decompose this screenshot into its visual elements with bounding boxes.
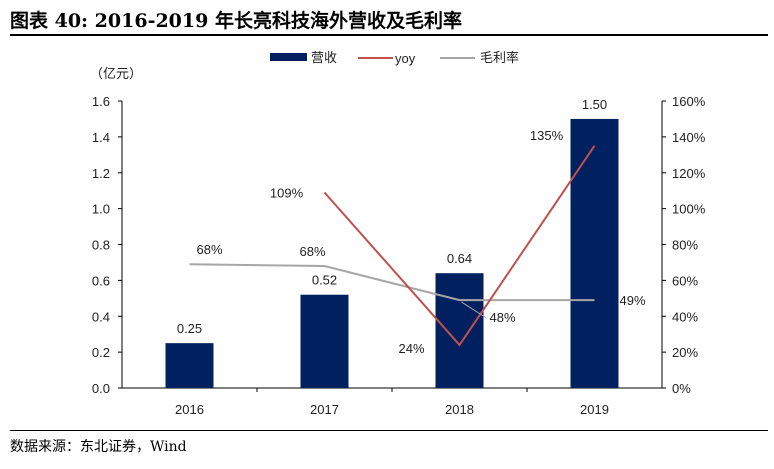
line-yoy (323, 145, 596, 347)
right-tick-label: 160% (672, 94, 706, 109)
source-rule (10, 430, 768, 431)
x-tick-label: 2019 (580, 402, 609, 417)
legend-label-revenue: 营收 (311, 50, 337, 65)
yoy-label: 135% (530, 128, 564, 143)
x-tick-label: 2017 (310, 402, 339, 417)
source-note: 数据来源：东北证券，Wind (10, 439, 187, 455)
right-tick-label: 140% (672, 130, 706, 145)
left-tick-label: 0.8 (92, 238, 110, 253)
chart-title: 图表 40: 2016-2019 年长亮科技海外营收及毛利率 (10, 10, 462, 32)
right-tick-label: 0% (672, 381, 691, 396)
margin-label: 49% (620, 293, 646, 308)
right-tick-label: 40% (672, 309, 698, 324)
bar-revenue (300, 294, 349, 388)
bar-revenue (165, 343, 214, 388)
left-tick-label: 1.2 (92, 166, 110, 181)
margin-label: 48% (490, 310, 516, 325)
right-tick-label: 20% (672, 345, 698, 360)
yoy-label: 24% (398, 341, 424, 356)
margin-label-leader (461, 301, 487, 319)
x-tick-label: 2016 (175, 402, 204, 417)
left-tick-label: 0.2 (92, 345, 110, 360)
bar-label: 0.64 (447, 251, 472, 266)
yoy-label: 109% (270, 185, 304, 200)
margin-label: 68% (196, 242, 222, 257)
right-tick-label: 120% (672, 166, 706, 181)
right-tick-label: 100% (672, 202, 706, 217)
x-tick-label: 2018 (445, 402, 474, 417)
left-tick-label: 1.6 (92, 94, 110, 109)
bar-label: 1.50 (582, 97, 607, 112)
legend-label-margin: 毛利率 (480, 50, 519, 65)
right-tick-label: 80% (672, 238, 698, 253)
legend-swatch-revenue (270, 53, 307, 61)
left-tick-label: 0.6 (92, 273, 110, 288)
title-rule (10, 34, 768, 36)
right-tick-label: 60% (672, 273, 698, 288)
margin-label: 68% (299, 244, 325, 259)
left-tick-label: 1.0 (92, 202, 110, 217)
line-gross-margin (189, 263, 595, 302)
bar-revenue (435, 273, 484, 388)
left-tick-label: 1.4 (92, 130, 110, 145)
left-tick-label: 0.0 (92, 381, 110, 396)
bar-label: 0.25 (177, 321, 202, 336)
bar-revenue (570, 118, 619, 388)
left-tick-label: 0.4 (92, 309, 110, 324)
legend-label-yoy: yoy (395, 51, 416, 66)
left-axis-unit: （亿元） (90, 66, 142, 81)
bar-label: 0.52 (312, 273, 337, 288)
